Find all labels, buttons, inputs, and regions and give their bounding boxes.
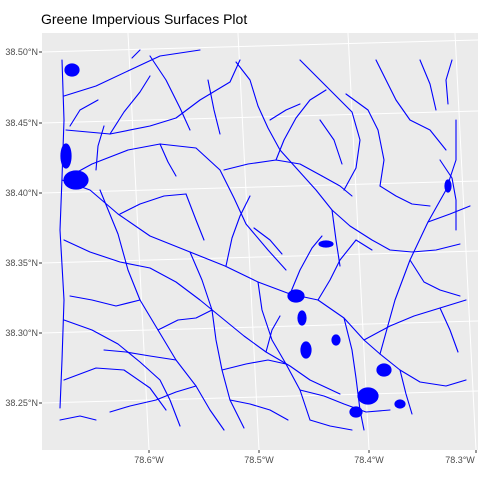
latitude-gridlines xyxy=(42,39,478,404)
y-axis-ticks xyxy=(39,51,42,404)
x-tick-label: 78.5°W xyxy=(244,455,274,465)
y-tick-label: 38.45°N xyxy=(5,118,38,128)
x-axis-ticks xyxy=(148,450,477,453)
developed-area-clusters xyxy=(60,63,452,418)
y-tick-label: 38.40°N xyxy=(5,188,38,198)
x-tick-label: 78.4°W xyxy=(354,455,384,465)
plot-title: Greene Impervious Surfaces Plot xyxy=(41,11,248,27)
impervious-surfaces xyxy=(59,49,471,431)
map-panel xyxy=(42,33,478,450)
y-tick-label: 38.35°N xyxy=(5,258,38,268)
y-tick-label: 38.50°N xyxy=(5,47,38,57)
x-tick-label: 78.3°W xyxy=(445,455,475,465)
y-tick-label: 38.30°N xyxy=(5,328,38,338)
x-tick-label: 78.6°W xyxy=(134,455,164,465)
y-tick-label: 38.25°N xyxy=(5,398,38,408)
